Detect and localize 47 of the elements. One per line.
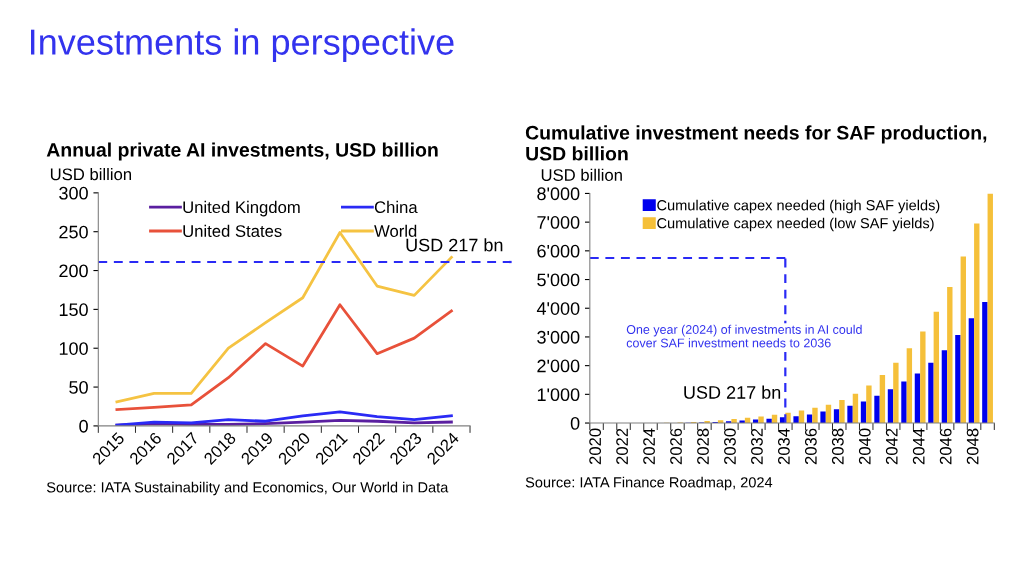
- y-tick-label: 50: [69, 381, 88, 394]
- ref-line-label: USD 217 bn: [406, 238, 503, 252]
- y-tick-label: 6'000: [537, 244, 580, 258]
- y-tick-label: 250: [59, 225, 88, 239]
- x-tick-label: 2028: [697, 428, 709, 465]
- y-tick-label: 200: [59, 264, 88, 278]
- x-tick-label: 2038: [831, 428, 844, 465]
- y-axis-title: USD billion: [541, 168, 622, 181]
- legend-label: Cumulative capex needed (high SAF yields): [657, 199, 940, 214]
- y-tick-label: 3'000: [537, 330, 580, 344]
- y-axis-title: USD billion: [50, 168, 132, 181]
- y-tick-label: 300: [59, 186, 88, 200]
- x-tick-label: 2026: [670, 428, 682, 465]
- x-tick-label: 2034: [777, 428, 790, 465]
- legend-label: Cumulative capex needed (low SAF yields): [657, 217, 934, 232]
- y-tick-label: 0: [570, 416, 580, 430]
- source-note: Source: IATA Finance Roadmap, 2024: [525, 476, 773, 491]
- x-tick-label: 2046: [939, 428, 952, 465]
- y-tick-label: 4'000: [536, 302, 580, 315]
- y-tick-label: 1'000: [537, 388, 580, 402]
- text: Investments in perspective: [30, 28, 454, 63]
- x-tick-label: 2048: [966, 428, 979, 465]
- x-tick-label: 2042: [885, 428, 898, 465]
- x-tick-label: 2022: [616, 428, 628, 465]
- y-tick-label: 100: [59, 342, 88, 355]
- annotation: One year (2024) of investments in AI could cover SAF investment needs to 2036: [626, 324, 862, 348]
- y-tick-label: 5'000: [537, 273, 580, 287]
- source-note: Source: IATA Sustainability and Economics, Our World in Data: [46, 481, 449, 496]
- y-tick-label: 150: [59, 303, 88, 317]
- chart-title: Annual private AI investments, USD billion: [46, 142, 438, 161]
- x-tick-label: 2040: [858, 428, 871, 465]
- y-tick-label: 0: [79, 419, 88, 433]
- ref-line-label: USD 217 bn: [684, 385, 781, 399]
- y-tick-label: 8'000: [537, 187, 580, 201]
- x-tick-label: 2032: [751, 428, 763, 465]
- legend-label: China: [374, 200, 418, 214]
- x-tick-label: 2030: [724, 428, 736, 465]
- x-tick-label: 2044: [912, 428, 925, 465]
- legend-label: World: [374, 224, 417, 237]
- x-tick-label: 2036: [804, 428, 817, 465]
- x-tick-label: 2020: [589, 428, 602, 465]
- y-tick-label: 7'000: [537, 216, 580, 229]
- x-tick-label: 2024: [643, 428, 655, 465]
- legend-label: United States: [183, 224, 282, 237]
- legend-label: United Kingdom: [183, 200, 300, 217]
- y-tick-label: 2'000: [537, 359, 580, 373]
- chart-title: Cumulative investment needs for SAF production, USD billion: [525, 125, 987, 161]
